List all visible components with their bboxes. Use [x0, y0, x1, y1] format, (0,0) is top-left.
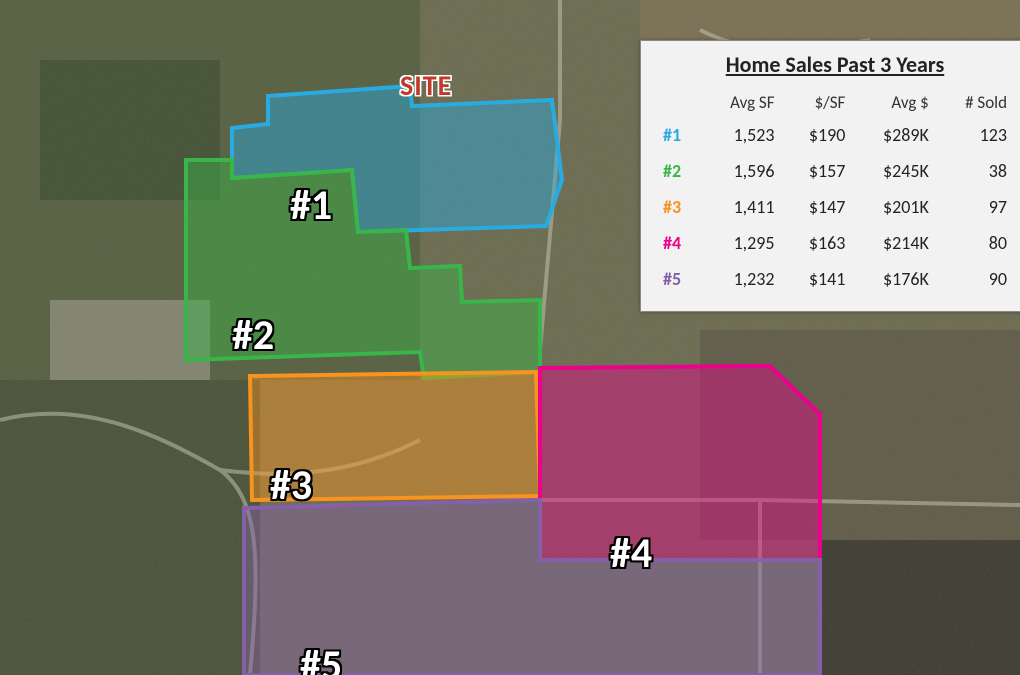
- table-body: #11,523$190$289K123#21,596$157$245K38#31…: [655, 117, 1015, 297]
- col-header: # Sold: [937, 88, 1015, 117]
- cell-sold: 80: [937, 225, 1015, 261]
- cell-avg_sf: 1,596: [701, 153, 783, 189]
- cell-avg_price: $201K: [853, 189, 936, 225]
- table-row: #21,596$157$245K38: [655, 153, 1015, 189]
- table-row: #31,411$147$201K97: [655, 189, 1015, 225]
- zone-label-4: #4: [610, 528, 652, 579]
- cell-ppsf: $190: [783, 117, 854, 153]
- cell-ppsf: $141: [783, 261, 854, 297]
- cell-avg_sf: 1,411: [701, 189, 783, 225]
- row-tag: #2: [655, 153, 701, 189]
- cell-avg_sf: 1,295: [701, 225, 783, 261]
- zone-polygon-4: [540, 366, 820, 560]
- cell-sold: 123: [937, 117, 1015, 153]
- table-row: #11,523$190$289K123: [655, 117, 1015, 153]
- zone-label-1: #1: [290, 180, 332, 231]
- col-header: Avg $: [853, 88, 936, 117]
- row-tag: #4: [655, 225, 701, 261]
- table-header-row: Avg SF$/SFAvg $# Sold: [655, 88, 1015, 117]
- zone-label-5: #5: [300, 640, 342, 675]
- cell-ppsf: $157: [783, 153, 854, 189]
- cell-avg_price: $214K: [853, 225, 936, 261]
- col-header: [655, 88, 701, 117]
- table-row: #51,232$141$176K90: [655, 261, 1015, 297]
- cell-sold: 97: [937, 189, 1015, 225]
- data-panel: Home Sales Past 3 Years Avg SF$/SFAvg $#…: [640, 40, 1020, 312]
- map-canvas: #1#2#3#4#5 SITE Home Sales Past 3 Years …: [0, 0, 1020, 675]
- cell-sold: 38: [937, 153, 1015, 189]
- zone-label-3: #3: [270, 460, 312, 511]
- col-header: $/SF: [783, 88, 854, 117]
- row-tag: #1: [655, 117, 701, 153]
- col-header: Avg SF: [701, 88, 783, 117]
- cell-avg_price: $176K: [853, 261, 936, 297]
- site-label: SITE: [400, 68, 452, 103]
- cell-sold: 90: [937, 261, 1015, 297]
- row-tag: #3: [655, 189, 701, 225]
- row-tag: #5: [655, 261, 701, 297]
- cell-ppsf: $147: [783, 189, 854, 225]
- panel-title: Home Sales Past 3 Years: [655, 51, 1015, 78]
- cell-avg_price: $245K: [853, 153, 936, 189]
- cell-avg_sf: 1,523: [701, 117, 783, 153]
- zone-label-2: #2: [232, 310, 274, 361]
- cell-avg_sf: 1,232: [701, 261, 783, 297]
- sales-table: Avg SF$/SFAvg $# Sold #11,523$190$289K12…: [655, 88, 1015, 297]
- table-row: #41,295$163$214K80: [655, 225, 1015, 261]
- cell-avg_price: $289K: [853, 117, 936, 153]
- cell-ppsf: $163: [783, 225, 854, 261]
